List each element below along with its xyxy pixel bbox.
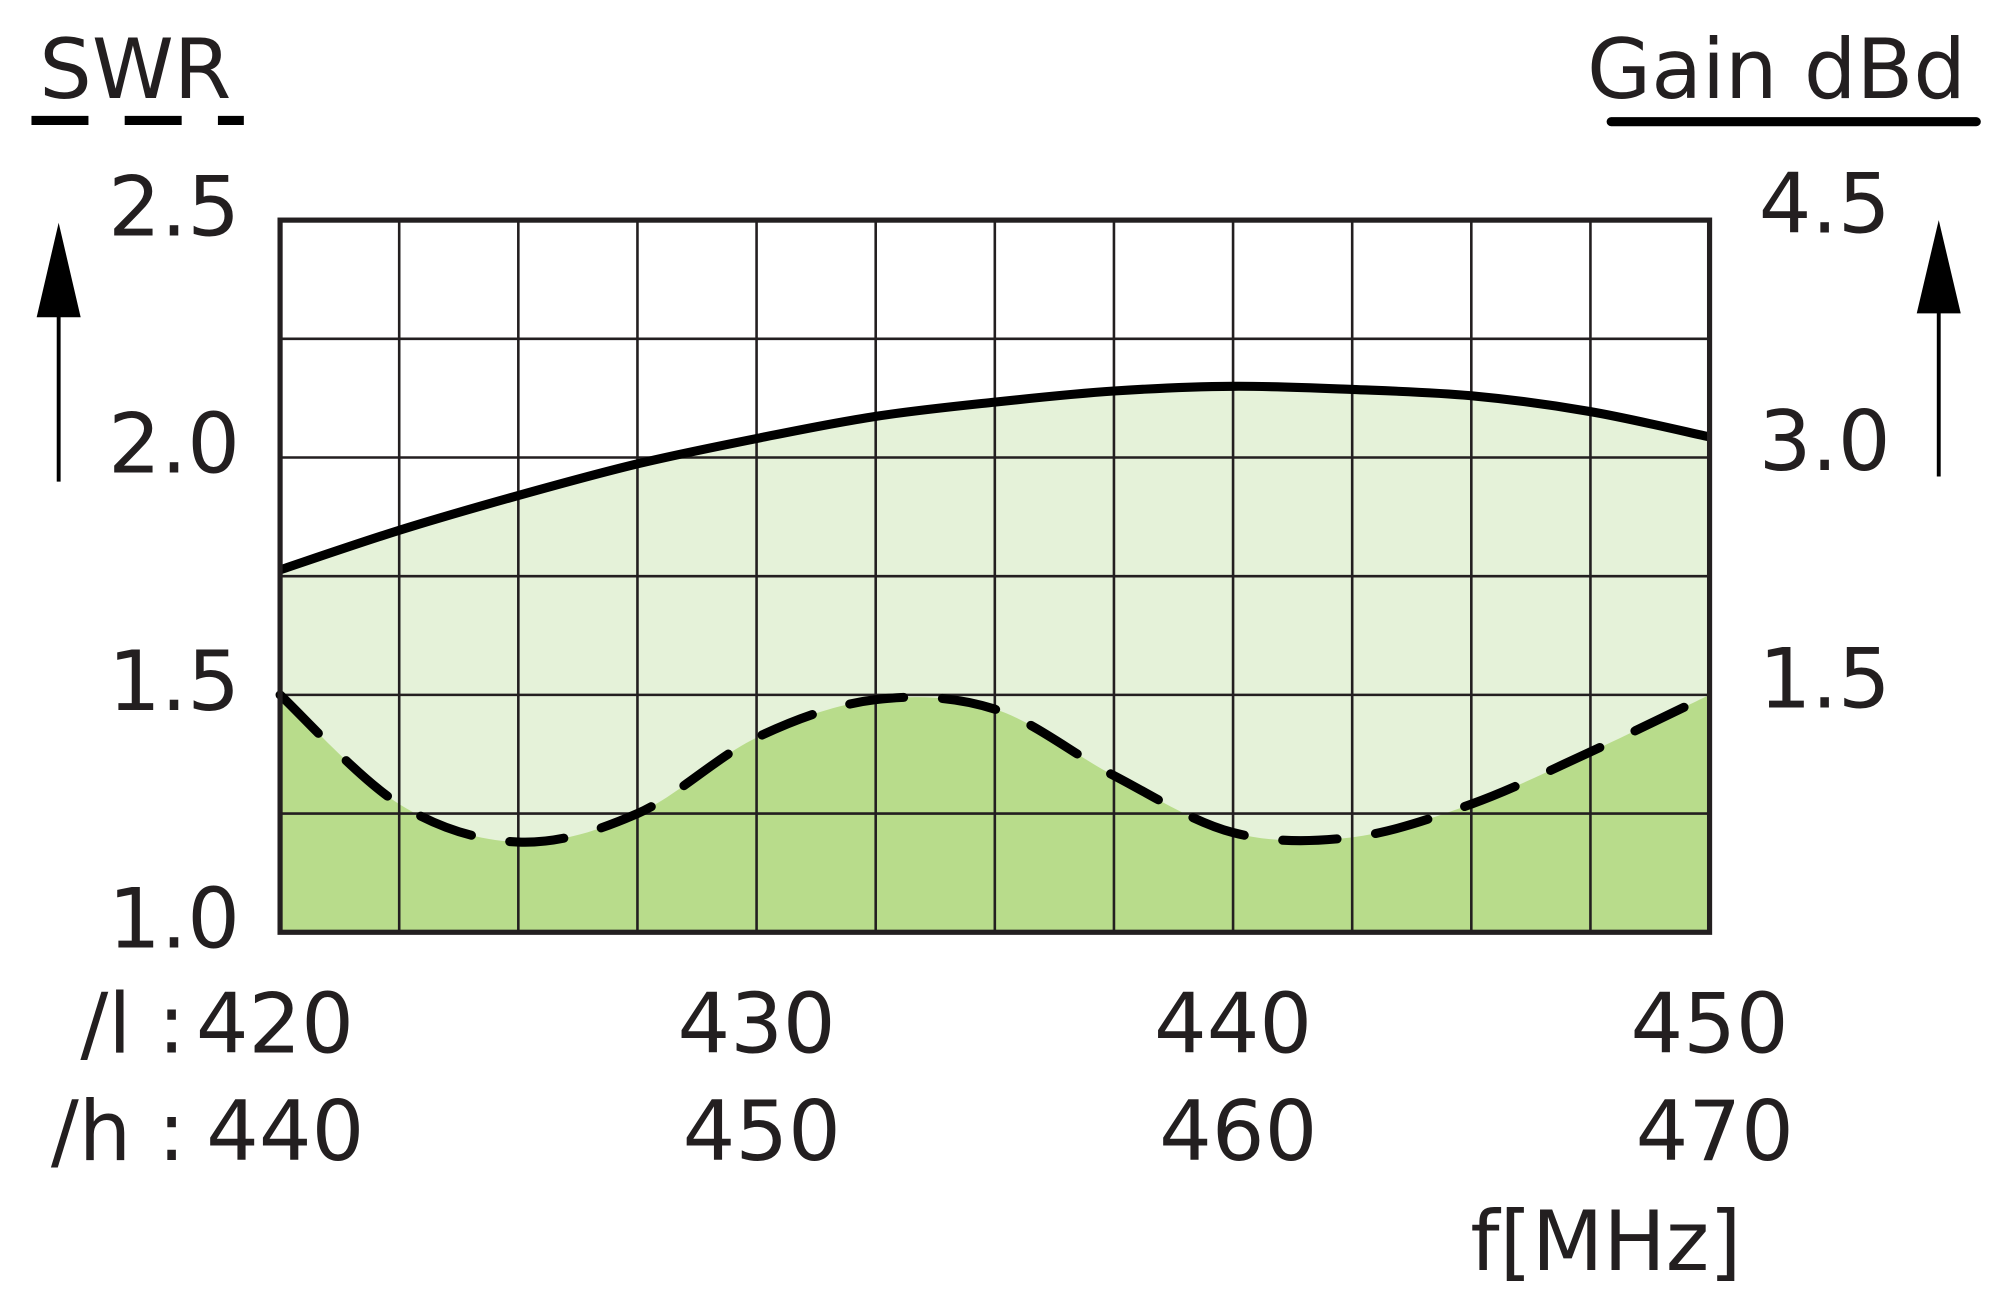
y-tick-label: 1.5 (108, 633, 240, 730)
y-tick-label: 2.0 (108, 396, 240, 493)
plot-frame (277, 217, 1713, 935)
x-tick-label: 420 (196, 975, 354, 1072)
line-layer (275, 381, 1715, 847)
x2-tick-label: 460 (1159, 1083, 1317, 1180)
x-tick-label: 440 (1154, 975, 1312, 1072)
y-tick-label: 2.5 (108, 158, 240, 255)
y-axis-title: SWR (39, 21, 231, 118)
x-row-label: /h : (51, 1083, 186, 1180)
y2-axis-title: Gain dBd (1587, 21, 1966, 118)
x2-tick-label: 450 (683, 1083, 841, 1180)
x-axis-title: f[MHz] (1470, 1193, 1741, 1290)
y2-tick-label: 4.5 (1759, 156, 1891, 253)
x-tick-label: 430 (677, 975, 835, 1072)
x-row-label: /l : (80, 975, 185, 1072)
y2-tick-label: 1.5 (1759, 630, 1891, 727)
x-tick-label: 450 (1630, 975, 1788, 1072)
series-line (275, 690, 1715, 847)
x2-tick-label: 440 (206, 1083, 364, 1180)
series-line (278, 381, 1711, 575)
x2-tick-label: 470 (1636, 1083, 1794, 1180)
arrow-head (1916, 220, 1961, 314)
y-tick-label: 1.0 (108, 870, 240, 967)
y2-tick-label: 3.0 (1759, 393, 1891, 490)
arrow-head (36, 222, 81, 318)
